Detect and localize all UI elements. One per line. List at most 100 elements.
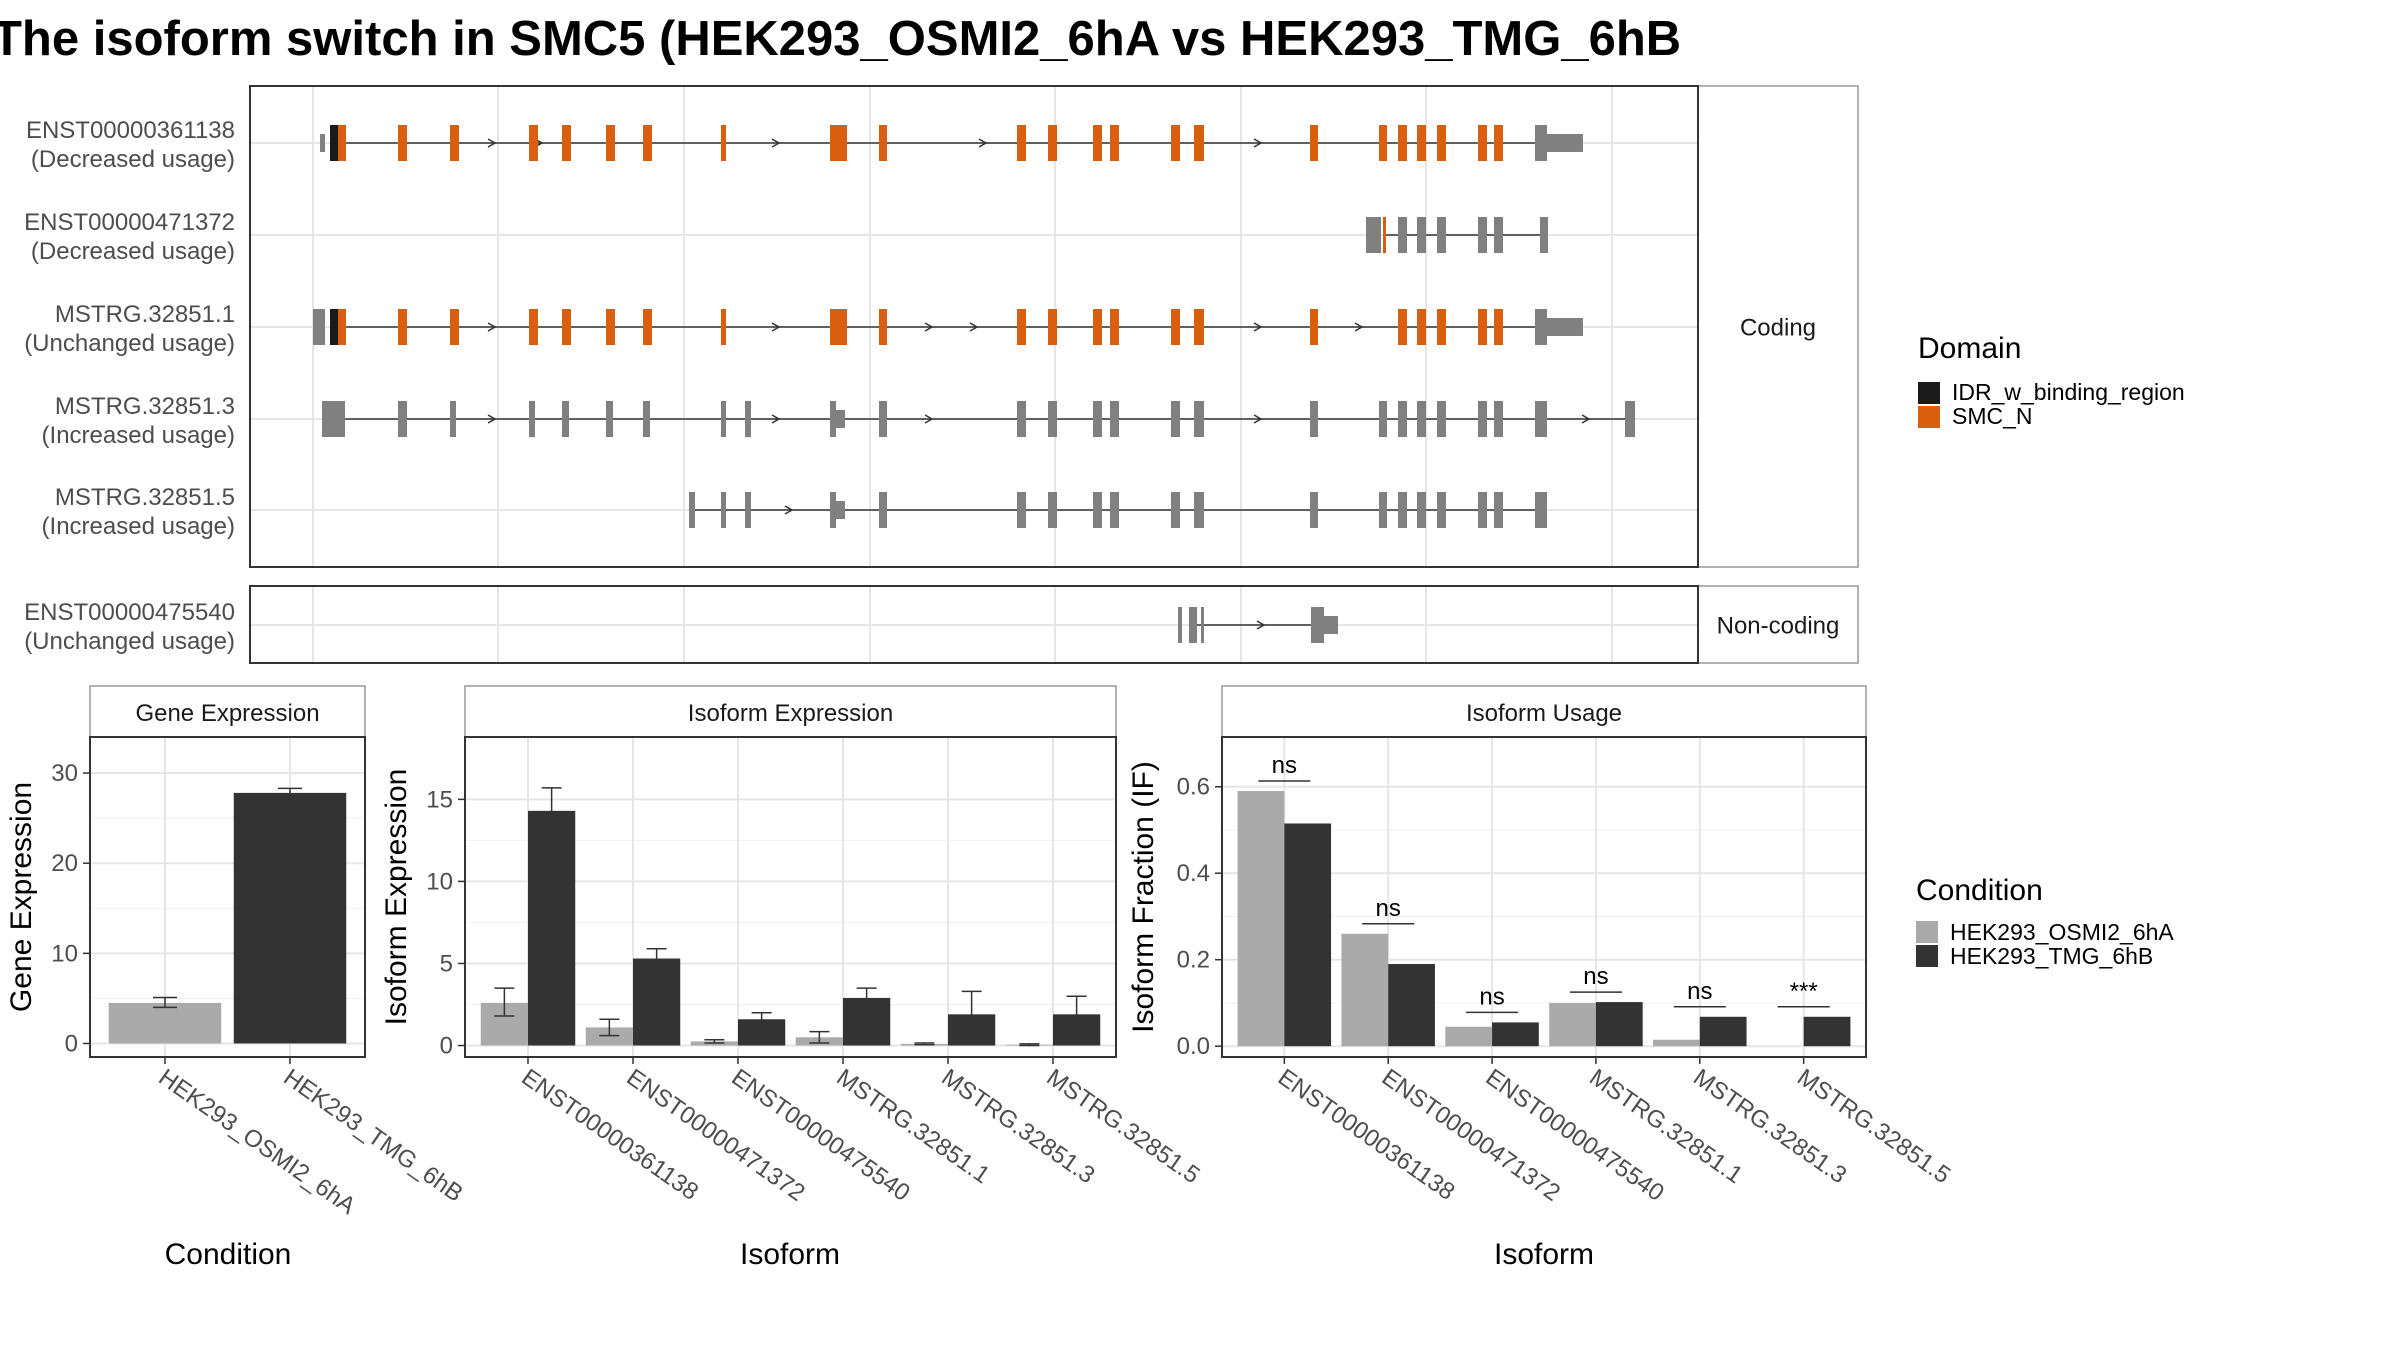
direction-arrow	[1253, 414, 1263, 424]
y-tick-label: 30	[51, 760, 78, 787]
significance-label: ns	[1583, 963, 1608, 990]
isoform-track: MSTRG.32851.1(Unchanged usage)	[24, 301, 1583, 357]
isoform-track: ENST00000361138(Decreased usage)	[26, 117, 1583, 173]
exon	[1547, 134, 1583, 152]
y-tick-label: 0.2	[1177, 947, 1210, 974]
domain-legend-title: Domain	[1918, 332, 2021, 365]
exon	[643, 309, 652, 345]
exon	[398, 309, 407, 345]
exon	[1398, 401, 1407, 437]
exon	[398, 125, 407, 161]
exon	[1540, 217, 1548, 253]
isoform-track: MSTRG.32851.3(Increased usage)	[42, 393, 1635, 449]
exon	[450, 309, 459, 345]
exon	[1110, 492, 1119, 528]
exon	[1379, 401, 1387, 437]
y-tick-label: 0.6	[1177, 774, 1210, 801]
exon	[1398, 217, 1407, 253]
exon	[1017, 309, 1026, 345]
exon	[1398, 309, 1407, 345]
bar	[633, 958, 681, 1046]
exon	[562, 125, 571, 161]
exon	[830, 125, 847, 161]
exon	[1310, 309, 1318, 345]
isoform-usage-label: (Unchanged usage)	[24, 628, 235, 655]
exon	[1324, 616, 1338, 634]
exon	[1494, 125, 1503, 161]
x-tick-label: ENST00000471372	[1377, 1064, 1565, 1207]
x-tick-label: ENST00000475540	[727, 1064, 915, 1207]
exon	[1417, 309, 1426, 345]
panel-title: Isoform Expression	[688, 700, 893, 727]
exon	[1478, 401, 1487, 437]
exon	[313, 309, 325, 345]
facet-strip	[1697, 85, 1859, 568]
panel-title: Isoform Usage	[1466, 700, 1622, 727]
facet-strip-label: Non-coding	[1717, 613, 1840, 640]
structure-panel-noncoding: Non-coding ENST00000475540(Unchanged usag…	[24, 585, 1859, 664]
y-tick-label: 0	[440, 1033, 453, 1060]
exon	[1437, 492, 1446, 528]
exon	[1417, 125, 1426, 161]
x-axis-title: Isoform	[1494, 1238, 1594, 1271]
exon	[1110, 125, 1119, 161]
isoform-track: ENST00000475540(Unchanged usage)	[24, 599, 1338, 655]
domain-legend-label-smc: SMC_N	[1952, 403, 2033, 429]
exon	[1366, 217, 1381, 253]
y-axis-title: Gene Expression	[5, 782, 38, 1012]
exon	[1201, 607, 1204, 643]
exon	[1048, 309, 1057, 345]
exon	[1310, 125, 1318, 161]
condition-legend: Condition HEK293_OSMI2_6hA HEK293_TMG_6h…	[1916, 874, 2174, 969]
direction-arrow	[1256, 620, 1266, 630]
bar	[1595, 1002, 1643, 1047]
panel-border	[464, 736, 1117, 1058]
exon	[1625, 401, 1635, 437]
exon	[830, 401, 836, 437]
exon	[1171, 401, 1180, 437]
exon	[320, 134, 325, 152]
bar	[1445, 1026, 1493, 1047]
exon	[1194, 125, 1204, 161]
direction-arrow	[784, 505, 794, 515]
x-tick-label: ENST00000471372	[622, 1064, 810, 1207]
exon	[1110, 401, 1119, 437]
exon	[1478, 309, 1487, 345]
direction-arrow	[1581, 414, 1591, 424]
direction-arrow	[969, 322, 979, 332]
exon	[1311, 607, 1324, 643]
bar	[1653, 1039, 1700, 1047]
significance-label: ns	[1376, 895, 1401, 922]
condition-legend-title: Condition	[1916, 874, 2043, 907]
exon	[1017, 492, 1026, 528]
x-axis-title: Condition	[165, 1238, 292, 1271]
y-tick-label: 5	[440, 950, 453, 977]
panel-title: Gene Expression	[135, 700, 319, 727]
x-tick-label: HEK293_OSMI2_6hA	[154, 1064, 361, 1220]
panel-border	[89, 736, 366, 1058]
exon	[529, 309, 538, 345]
bar	[233, 792, 347, 1044]
exon	[1494, 401, 1503, 437]
exon	[1379, 125, 1387, 161]
bar	[1284, 823, 1332, 1047]
exon	[1535, 401, 1547, 437]
exon	[398, 401, 407, 437]
exon	[1383, 217, 1386, 253]
x-tick-label: ENST00000475540	[1481, 1064, 1669, 1207]
y-tick-label: 0.4	[1177, 860, 1210, 887]
y-tick-label: 0	[65, 1030, 78, 1057]
exon	[606, 401, 613, 437]
y-tick-label: 10	[426, 868, 453, 895]
bar	[1237, 791, 1285, 1047]
x-tick-label: ENST00000361138	[1273, 1064, 1460, 1206]
exon	[1194, 309, 1204, 345]
exon	[1535, 309, 1547, 345]
significance-label: ns	[1479, 983, 1504, 1010]
exon	[1478, 492, 1487, 528]
direction-arrow	[487, 138, 497, 148]
exon	[1310, 492, 1318, 528]
exon	[721, 125, 726, 161]
